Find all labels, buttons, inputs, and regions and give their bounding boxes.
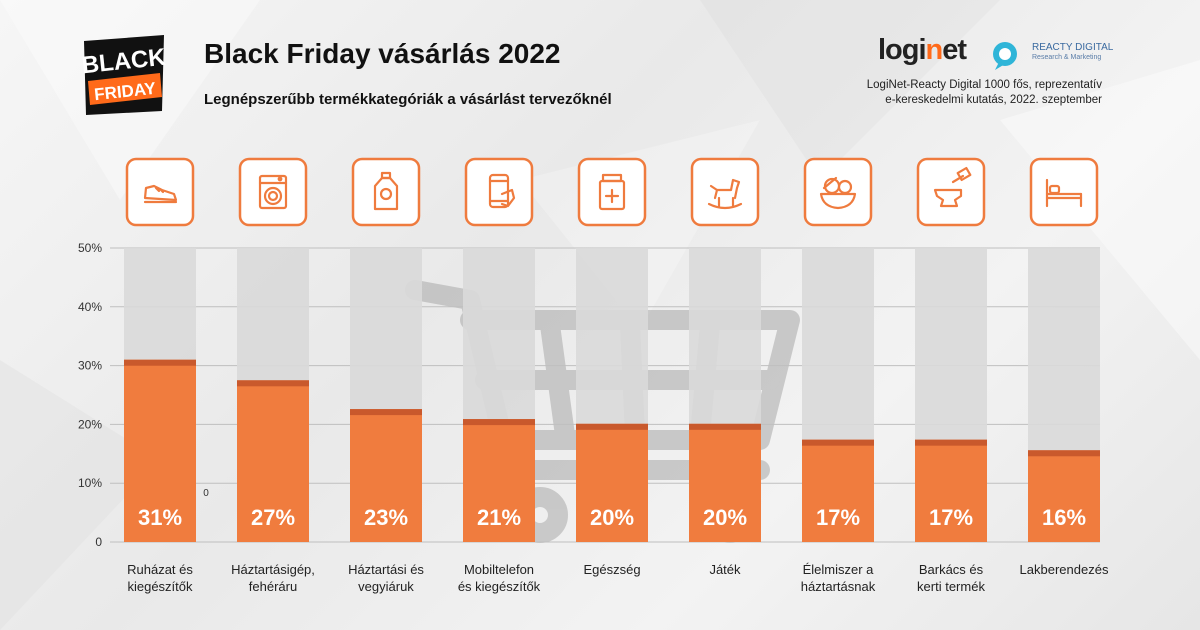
category-label: Élelmiszer a háztartásnak (801, 562, 876, 594)
y-tick-label: 20% (78, 417, 102, 431)
bed-icon-box (1029, 157, 1099, 227)
bar-top-cap (915, 439, 987, 446)
shoe-icon (143, 184, 178, 204)
washing-machine-icon (258, 174, 288, 210)
bar (237, 380, 309, 542)
bar-value-label: 27% (251, 505, 295, 530)
reacty-digital-tagline: Research & Marketing (1032, 54, 1102, 61)
bar (463, 419, 535, 542)
y-tick-label: 30% (78, 359, 102, 373)
black-friday-logo: BLACK FRIDAY (82, 35, 166, 115)
page-title: Black Friday vásárlás 2022 (204, 38, 561, 69)
loginet-logo: loginet (878, 34, 967, 66)
bar-top-cap (576, 423, 648, 430)
source-note: LogiNet-Reacty Digital 1000 fős, repreze… (782, 78, 1102, 108)
y-tick-label: 0 (95, 535, 102, 549)
bar-top-cap (237, 380, 309, 387)
y-tick-label: 10% (78, 476, 102, 490)
rocking-horse-icon (707, 178, 743, 210)
bar-value-label: 21% (477, 505, 521, 530)
food-bowl-icon (819, 176, 857, 210)
category-label: Háztartási és vegyiáruk (348, 562, 424, 594)
reacty-digital-name: REACTY DIGITAL (1032, 42, 1114, 53)
medicine-jar-icon-box (577, 157, 647, 227)
bar (350, 409, 422, 542)
smartphone-icon-box (464, 157, 534, 227)
bar (915, 439, 987, 542)
bar-top-cap (689, 423, 761, 430)
y-tick-label: 40% (78, 300, 102, 314)
bar (124, 359, 196, 542)
bar-value-label: 23% (364, 505, 408, 530)
category-label: Egészség (583, 562, 640, 577)
category-label: Mobiltelefon és kiegészítők (458, 562, 541, 594)
smartphone-icon (488, 173, 516, 209)
bar-value-label: 17% (929, 505, 973, 530)
anvil-hammer-icon-box (916, 157, 986, 227)
food-bowl-icon-box (803, 157, 873, 227)
rocking-horse-icon-box (690, 157, 760, 227)
detergent-bottle-icon-box (351, 157, 421, 227)
bar (1028, 450, 1100, 542)
category-label: Ruházat és kiegészítők (127, 562, 193, 594)
anvil-hammer-icon (933, 166, 972, 208)
bar-value-label: 20% (703, 505, 747, 530)
bar-top-cap (124, 359, 196, 366)
source-line-1: LogiNet-Reacty Digital 1000 fős, repreze… (866, 79, 1102, 91)
detergent-bottle-icon (373, 171, 399, 211)
bar-top-cap (463, 419, 535, 426)
source-line-2: e-kereskedelmi kutatás, 2022. szeptember (885, 94, 1102, 106)
stray-zero-label: 0 (203, 488, 209, 499)
bed-icon (1045, 178, 1083, 208)
bar (576, 423, 648, 542)
bar-value-label: 20% (590, 505, 634, 530)
reacty-digital-logo (993, 42, 1017, 70)
shoe-icon-box (125, 157, 195, 227)
bar-top-cap (802, 439, 874, 446)
category-label: Játék (709, 562, 741, 577)
washing-machine-icon-box (238, 157, 308, 227)
category-label: Lakberendezés (1020, 562, 1109, 577)
bar-top-cap (350, 409, 422, 416)
bar (689, 423, 761, 542)
category-label: Háztartásigép, fehéráru (231, 562, 315, 594)
y-tick-label: 50% (78, 241, 102, 255)
page-subtitle: Legnépszerűbb termékkategóriák a vásárlá… (204, 91, 612, 108)
bar-value-label: 31% (138, 505, 182, 530)
medicine-jar-icon (598, 173, 626, 211)
bar (802, 439, 874, 542)
category-label: Barkács és kerti termék (917, 562, 985, 594)
bar-top-cap (1028, 450, 1100, 457)
bar-value-label: 16% (1042, 505, 1086, 530)
bar-value-label: 17% (816, 505, 860, 530)
